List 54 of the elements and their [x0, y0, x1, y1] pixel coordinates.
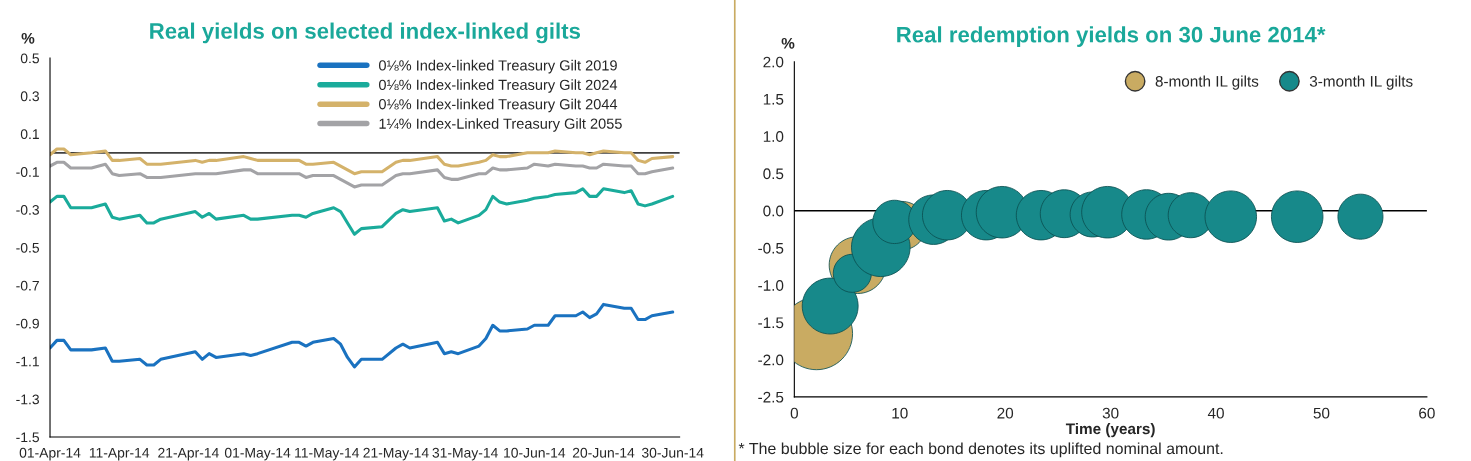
y-tick-label: -0.7 [16, 280, 39, 291]
y-tick-label: 1.5 [763, 94, 784, 105]
y-tick-label: -0.3 [16, 205, 39, 215]
legend-label: 0⅛% Index-linked Treasury Gilt 2019 [378, 59, 617, 74]
x-tick-label: 10 [892, 407, 908, 419]
x-tick-label: 01-Apr-14 [19, 447, 81, 461]
legend-label: 1¼% Index-Linked Treasury Gilt 2055 [379, 118, 622, 132]
x-tick-label: 30 [1102, 407, 1119, 419]
line-series [50, 160, 675, 189]
y-tick-label: -0.5 [758, 242, 784, 254]
y-tick-label: -2.5 [758, 391, 784, 403]
legend-label: 8-month IL gilts [1155, 75, 1259, 90]
y-tick-label: -1.5 [758, 317, 784, 329]
y-tick-label: 0.3 [20, 91, 39, 102]
x-tick-label: 31-May-14 [432, 447, 498, 461]
line-series [50, 187, 675, 236]
line-series [50, 302, 675, 369]
x-axis-title: Time (years) [1065, 422, 1155, 438]
y-tick-label: 0.1 [20, 129, 39, 140]
y-axis-title: % [21, 32, 35, 44]
x-tick-label: 30-Jun-14 [641, 447, 704, 458]
x-tick-label: 11-Apr-14 [89, 447, 150, 461]
y-axis-title: % [781, 37, 795, 49]
line-series [50, 147, 675, 176]
legend-label: 0⅛% Index-linked Treasury Gilt 2044 [378, 98, 618, 113]
x-tick-label: 10-Jun-14 [504, 447, 566, 458]
x-tick-label: 40 [1207, 407, 1224, 419]
y-tick-label: 2.0 [763, 56, 784, 68]
y-tick-label: 1.0 [763, 131, 784, 142]
x-tick-label: 50 [1313, 407, 1330, 419]
legend-label: 0⅛% Index-linked Treasury Gilt 2024 [378, 79, 618, 93]
x-tick-label: 21-Apr-14 [158, 447, 219, 461]
y-tick-label: -1.1 [16, 356, 39, 367]
text: * The bubble size for each bond denotes its uplifted nominal amount. [738, 442, 1223, 458]
chart-title: Real yields on selected index-linked gilts [150, 22, 581, 44]
legend-label: 3-month IL gilts [1309, 75, 1413, 90]
y-tick-label: -1.5 [16, 432, 40, 443]
chart-title: Real redemption yields on 30 June 2014* [897, 26, 1326, 47]
x-tick-label: 20-Jun-14 [572, 447, 635, 458]
y-tick-label: -0.9 [16, 318, 39, 329]
y-tick-label: -0.5 [16, 242, 40, 253]
x-tick-label: 21-May-14 [363, 447, 429, 461]
y-tick-label: -2.0 [758, 354, 784, 366]
x-tick-label: 11-May-14 [295, 447, 360, 461]
x-tick-label: 01-May-14 [224, 447, 291, 461]
x-tick-label: 20 [997, 407, 1014, 419]
x-tick-label: 60 [1419, 407, 1435, 419]
y-tick-label: 0.0 [763, 205, 784, 217]
y-tick-label: -1.3 [16, 394, 39, 405]
y-tick-label: 0.5 [20, 53, 40, 64]
y-tick-label: -1.0 [758, 280, 784, 291]
y-tick-label: -0.1 [16, 167, 39, 177]
x-tick-label: 0 [790, 407, 798, 419]
y-tick-label: 0.5 [763, 168, 784, 180]
